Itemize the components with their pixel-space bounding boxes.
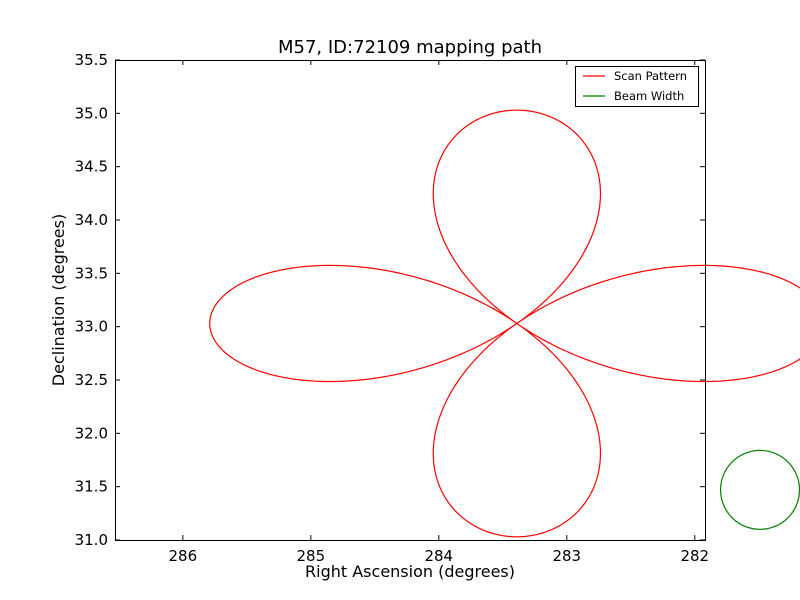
x-axis-label: Right Ascension (degrees) <box>305 562 515 581</box>
beam-width-circle <box>719 449 800 530</box>
y-axis-ticks: 31.0 31.5 32.0 32.5 33.0 33.5 34.0 34.5 35.0 35.5 <box>75 51 705 549</box>
y-tick-label: 35.0 <box>75 104 108 122</box>
x-tick-label: 282 <box>680 547 709 565</box>
chart-title: M57, ID:72109 mapping path <box>278 37 542 58</box>
legend-label-beam-width: Beam Width <box>614 89 684 103</box>
y-tick-label: 31.5 <box>75 478 108 496</box>
x-tick-label: 284 <box>424 547 453 565</box>
y-tick-label: 32.0 <box>75 424 108 442</box>
x-axis-ticks: 286 285 284 283 282 <box>169 60 709 565</box>
y-tick-label: 34.5 <box>75 158 108 176</box>
plot-frame <box>115 60 706 541</box>
x-tick-label: 285 <box>296 547 325 565</box>
y-tick-label: 31.0 <box>75 531 108 549</box>
y-tick-label: 33.0 <box>75 318 108 336</box>
x-tick-label: 286 <box>169 547 198 565</box>
y-tick-label: 32.5 <box>75 371 108 389</box>
y-axis-label: Declination (degrees) <box>49 214 68 386</box>
plot-area <box>209 109 800 538</box>
legend: Scan Pattern Beam Width <box>575 66 699 107</box>
legend-label-scan-pattern: Scan Pattern <box>614 69 687 83</box>
y-tick-label: 34.0 <box>75 211 108 229</box>
y-tick-label: 33.5 <box>75 264 108 282</box>
x-tick-label: 283 <box>552 547 581 565</box>
scan-pattern-line <box>209 109 800 538</box>
legend-box <box>575 66 699 107</box>
y-tick-label: 35.5 <box>75 51 108 69</box>
